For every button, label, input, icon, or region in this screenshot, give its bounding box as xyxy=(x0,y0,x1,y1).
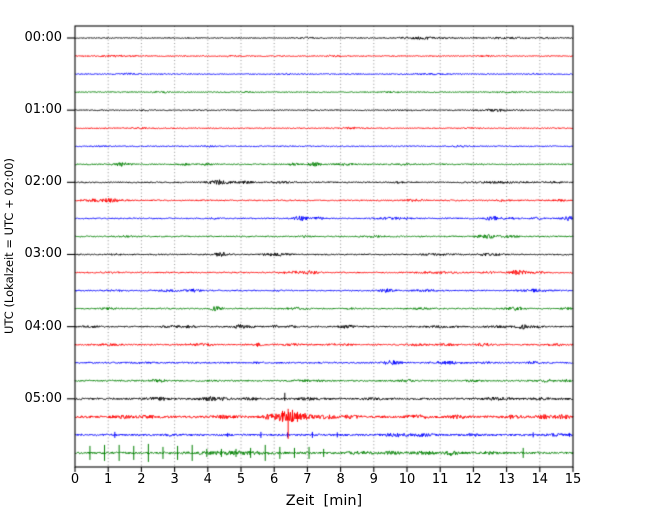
x-tick-label: 4 xyxy=(203,472,212,487)
x-tick-label: 13 xyxy=(498,472,515,487)
x-tick-label: 8 xyxy=(336,472,345,487)
x-tick-label: 14 xyxy=(531,472,549,487)
x-axis-title: Zeit [min] xyxy=(285,493,363,509)
x-tick-label: 9 xyxy=(369,472,378,487)
x-tick-label: 12 xyxy=(465,472,482,487)
x-tick-label: 0 xyxy=(70,472,80,487)
y-tick-label: 00:00 xyxy=(24,30,62,45)
x-tick-label: 5 xyxy=(236,472,246,487)
x-tick-label: 2 xyxy=(137,472,146,487)
y-tick-label: 03:00 xyxy=(24,246,62,262)
x-tick-label: 15 xyxy=(564,472,582,487)
y-tick-label: 02:00 xyxy=(24,174,62,190)
x-tick-label: 11 xyxy=(431,472,449,487)
x-tick-label: 10 xyxy=(398,472,416,487)
x-tick-label: 7 xyxy=(303,472,312,487)
x-tick-label: 3 xyxy=(170,472,179,487)
y-tick-label: 04:00 xyxy=(24,318,62,334)
x-tick-label: 6 xyxy=(270,472,279,487)
x-tick-label: 1 xyxy=(104,472,113,487)
y-tick-label: 05:00 xyxy=(24,390,62,406)
y-tick-label: 01:00 xyxy=(24,102,62,118)
